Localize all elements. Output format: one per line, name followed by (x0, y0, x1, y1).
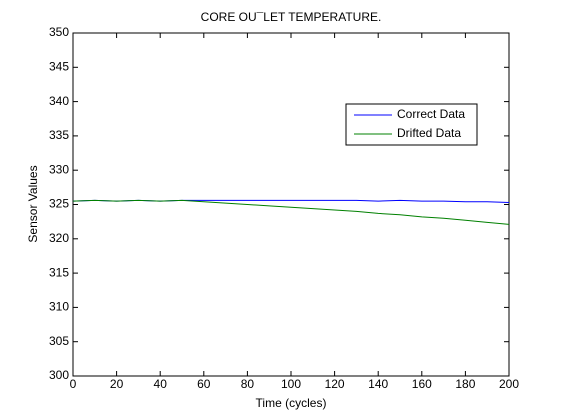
y-tick-label: 335 (49, 128, 69, 142)
x-tick-label: 20 (110, 377, 124, 391)
x-tick-label: 80 (241, 377, 255, 391)
x-tick-label: 0 (70, 377, 77, 391)
y-tick-label: 350 (49, 25, 69, 39)
x-tick-label: 180 (455, 377, 475, 391)
y-tick-label: 310 (49, 300, 69, 314)
legend-label: Drifted Data (397, 126, 461, 140)
x-tick-label: 200 (499, 377, 519, 391)
x-tick-label: 160 (412, 377, 432, 391)
y-tick-label: 345 (49, 59, 69, 73)
chart-title: CORE OU¯LET TEMPERATURE. (201, 10, 382, 24)
x-tick-label: 40 (154, 377, 168, 391)
legend-label: Correct Data (397, 107, 465, 121)
y-tick-label: 320 (49, 231, 69, 245)
x-tick-label: 140 (368, 377, 388, 391)
y-tick-label: 300 (49, 368, 69, 382)
y-tick-label: 315 (49, 265, 69, 279)
x-tick-label: 120 (325, 377, 345, 391)
x-tick-label: 60 (197, 377, 211, 391)
legend-box (345, 103, 478, 146)
axes-box (72, 32, 510, 377)
y-axis-label: Sensor Values (26, 165, 40, 242)
y-tick-label: 305 (49, 334, 69, 348)
y-tick-label: 325 (49, 197, 69, 211)
y-tick-label: 330 (49, 162, 69, 176)
y-tick-label: 340 (49, 94, 69, 108)
x-tick-label: 100 (281, 377, 301, 391)
x-axis-label: Time (cycles) (256, 396, 327, 410)
data-line (72, 199, 510, 225)
